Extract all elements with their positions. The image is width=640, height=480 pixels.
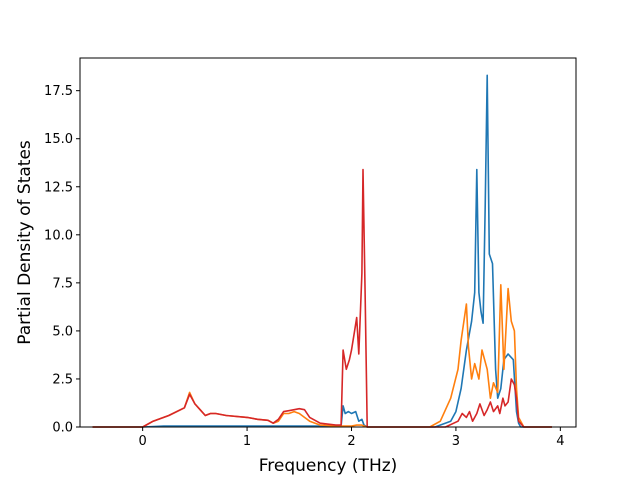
y-axis-label: Partial Density of States	[15, 140, 35, 345]
x-tick-label: 1	[243, 434, 251, 449]
y-tick-label: 0.0	[52, 421, 73, 436]
x-axis-label: Frequency (THz)	[259, 456, 398, 476]
y-tick-label: 15.0	[44, 132, 73, 147]
y-tick-label: 7.5	[52, 276, 73, 291]
series-line-3	[92, 168, 552, 428]
plot-frame	[79, 57, 577, 428]
y-tick-label: 17.5	[44, 84, 73, 99]
y-tick-label: 5.0	[52, 324, 73, 339]
y-axis: 0.0 2.5 5.0 7.5 10.0 12.5 15.0 17.5	[44, 84, 80, 436]
y-tick-label: 10.0	[44, 228, 73, 243]
y-tick-label: 12.5	[44, 180, 73, 195]
x-tick-label: 2	[347, 434, 355, 449]
x-tick-label: 4	[556, 434, 564, 449]
x-tick-label: 3	[452, 434, 460, 449]
x-axis: 0 1 2 3 4	[139, 427, 564, 449]
x-tick-label: 0	[139, 434, 147, 449]
series-layer	[92, 74, 552, 428]
y-tick-label: 2.5	[52, 372, 73, 387]
